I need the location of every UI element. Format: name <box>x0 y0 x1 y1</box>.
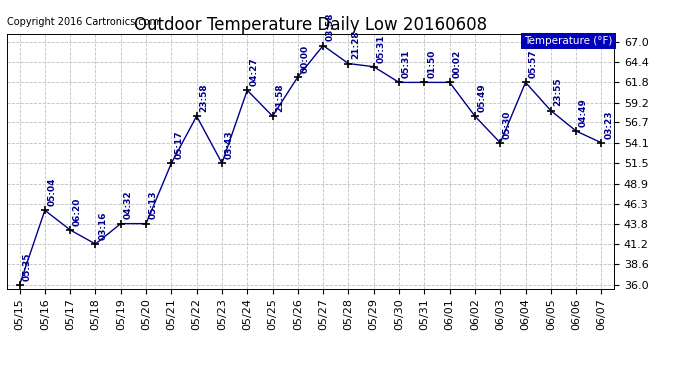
Text: 03:43: 03:43 <box>225 130 234 159</box>
Text: 21:28: 21:28 <box>351 31 360 59</box>
Text: 23:55: 23:55 <box>553 78 562 106</box>
Text: 04:32: 04:32 <box>124 191 132 219</box>
Text: 05:13: 05:13 <box>149 191 158 219</box>
Text: 01:50: 01:50 <box>427 50 436 78</box>
Text: Copyright 2016 Cartronics.com: Copyright 2016 Cartronics.com <box>7 17 159 27</box>
Text: 05:31: 05:31 <box>402 50 411 78</box>
Text: 05:04: 05:04 <box>48 178 57 206</box>
Text: 06:20: 06:20 <box>73 197 82 226</box>
Text: 05:57: 05:57 <box>529 50 538 78</box>
Text: 04:27: 04:27 <box>250 57 259 86</box>
Text: 05:17: 05:17 <box>174 130 183 159</box>
Text: 00:00: 00:00 <box>301 45 310 73</box>
Text: 05:30: 05:30 <box>503 110 512 139</box>
Text: 05:35: 05:35 <box>22 252 31 280</box>
Text: Temperature (°F): Temperature (°F) <box>524 36 613 46</box>
Text: 05:31: 05:31 <box>377 34 386 63</box>
Title: Outdoor Temperature Daily Low 20160608: Outdoor Temperature Daily Low 20160608 <box>134 16 487 34</box>
Text: 23:58: 23:58 <box>199 83 208 112</box>
Text: 04:49: 04:49 <box>579 98 588 127</box>
Text: 03:23: 03:23 <box>604 110 613 139</box>
Text: 00:02: 00:02 <box>453 50 462 78</box>
Text: 05:49: 05:49 <box>477 83 486 112</box>
Text: 03:16: 03:16 <box>98 211 107 240</box>
Text: 03:58: 03:58 <box>326 13 335 41</box>
Text: 21:58: 21:58 <box>275 83 284 112</box>
